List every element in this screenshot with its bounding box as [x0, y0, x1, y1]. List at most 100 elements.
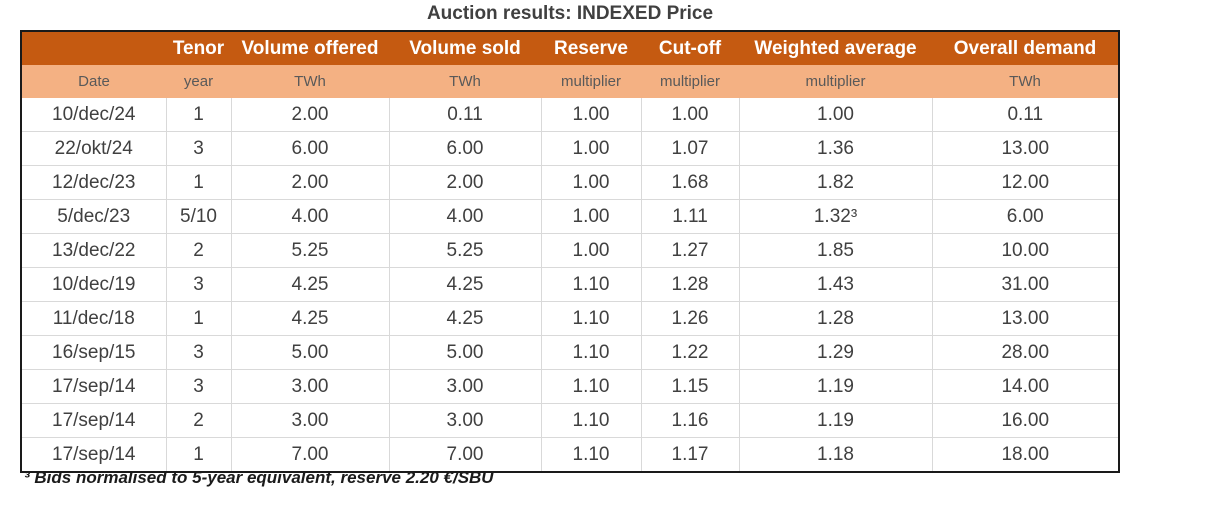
table-cell: 12.00 — [931, 165, 1119, 200]
table-cell: 4.00 — [388, 199, 541, 234]
table-cell: 3 — [165, 267, 231, 302]
table-cell: 16.00 — [931, 403, 1119, 438]
table-cell: 1.10 — [540, 335, 641, 370]
table-row: 22/okt/24 3 6.00 6.00 1.00 1.07 1.36 13.00 — [21, 131, 1119, 166]
table-cell: 1.00 — [540, 233, 641, 268]
table-cell: 2.00 — [230, 165, 389, 200]
table-title: Auction results: INDEXED Price — [426, 3, 714, 24]
unit-header: year — [166, 65, 231, 98]
table-cell: 3 — [165, 131, 231, 166]
table-cell: 1 — [165, 437, 231, 472]
table-cell: 6.00 — [388, 131, 541, 166]
table-cell: 1.18 — [738, 437, 932, 472]
table-row: 17/sep/14 3 3.00 3.00 1.10 1.15 1.19 14.00 — [21, 369, 1119, 404]
table-cell: 1.15 — [640, 369, 739, 404]
table-cell: 13.00 — [931, 301, 1119, 336]
header-row: Tenor Volume offered Volume sold Reserve… — [21, 31, 1119, 65]
table-row: 11/dec/18 1 4.25 4.25 1.10 1.26 1.28 13.00 — [21, 301, 1119, 336]
table-cell: 3.00 — [388, 403, 541, 438]
table-cell: 2 — [165, 233, 231, 268]
table-cell: 1.10 — [540, 369, 641, 404]
table-cell: 5/10 — [165, 199, 231, 234]
table-row: 10/dec/19 3 4.25 4.25 1.10 1.28 1.43 31.00 — [21, 267, 1119, 302]
table-cell: 1.32³ — [738, 199, 932, 234]
table-cell: 4.25 — [388, 267, 541, 302]
table-cell: 18.00 — [931, 437, 1119, 472]
table-cell: 1.28 — [640, 267, 739, 302]
table-cell: 6.00 — [230, 131, 389, 166]
table-cell: 14.00 — [931, 369, 1119, 404]
table-cell: 1.27 — [640, 233, 739, 268]
table-row: 16/sep/15 3 5.00 5.00 1.10 1.22 1.29 28.00 — [21, 335, 1119, 370]
unit-header: multiplier — [641, 65, 739, 98]
table-cell: 2.00 — [230, 98, 389, 132]
unit-header: TWh — [231, 65, 389, 98]
table-cell: 11/dec/18 — [21, 301, 166, 336]
unit-header: TWh — [932, 65, 1119, 98]
column-header: Cut-off — [641, 31, 739, 65]
table-cell: 31.00 — [931, 267, 1119, 302]
table-cell: 7.00 — [388, 437, 541, 472]
table-cell: 3 — [165, 335, 231, 370]
table-cell: 3.00 — [230, 403, 389, 438]
table-cell: 1.19 — [738, 403, 932, 438]
table-cell: 1.10 — [540, 267, 641, 302]
table-cell: 1.00 — [640, 98, 739, 132]
auction-results-table: Tenor Volume offered Volume sold Reserve… — [20, 30, 1120, 473]
table-cell: 0.11 — [388, 98, 541, 132]
table-cell: 10.00 — [931, 233, 1119, 268]
table-cell: 1.29 — [738, 335, 932, 370]
table-cell: 5.00 — [230, 335, 389, 370]
table-cell: 4.00 — [230, 199, 389, 234]
units-row: Date year TWh TWh multiplier multiplier … — [21, 65, 1119, 98]
table-row: 17/sep/14 1 7.00 7.00 1.10 1.17 1.18 18.00 — [21, 437, 1119, 472]
table-cell: 12/dec/23 — [21, 165, 166, 200]
table-cell: 1.10 — [540, 301, 641, 336]
table-cell: 1.68 — [640, 165, 739, 200]
table-cell: 1.28 — [738, 301, 932, 336]
table-cell: 13/dec/22 — [21, 233, 166, 268]
table-cell: 4.25 — [230, 301, 389, 336]
table-cell: 1.00 — [540, 98, 641, 132]
table-cell: 1.00 — [540, 131, 641, 166]
column-header — [21, 31, 166, 65]
table-cell: 17/sep/14 — [21, 403, 166, 438]
table-cell: 6.00 — [931, 199, 1119, 234]
table-cell: 3.00 — [230, 369, 389, 404]
table-cell: 1.82 — [738, 165, 932, 200]
table-row: 5/dec/23 5/10 4.00 4.00 1.00 1.11 1.32³ 6.00 — [21, 199, 1119, 234]
table-cell: 4.25 — [230, 267, 389, 302]
table-row: 13/dec/22 2 5.25 5.25 1.00 1.27 1.85 10.00 — [21, 233, 1119, 268]
table-cell: 10/dec/24 — [21, 98, 166, 132]
table-cell: 28.00 — [931, 335, 1119, 370]
column-header: Tenor — [166, 31, 231, 65]
unit-header: Date — [21, 65, 166, 98]
table-cell: 1 — [165, 301, 231, 336]
table-cell: 16/sep/15 — [21, 335, 166, 370]
table-cell: 5/dec/23 — [21, 199, 166, 234]
table-cell: 17/sep/14 — [52, 443, 136, 465]
table-cell: 0.11 — [931, 98, 1119, 132]
table-cell: 1.10 — [540, 437, 641, 472]
table-cell: 1.10 — [540, 403, 641, 438]
table-cell: 4.25 — [388, 301, 541, 336]
column-header: Overall demand — [932, 31, 1119, 65]
table-cell: 1.26 — [640, 301, 739, 336]
table-row: 12/dec/23 1 2.00 2.00 1.00 1.68 1.82 12.00 — [21, 165, 1119, 200]
unit-header: TWh — [389, 65, 541, 98]
table-cell: 1 — [165, 165, 231, 200]
unit-header: multiplier — [739, 65, 932, 98]
table-cell: 1.16 — [640, 403, 739, 438]
table-cell: 1.36 — [738, 131, 932, 166]
table-cell: 3.00 — [388, 369, 541, 404]
column-header: Volume sold — [389, 31, 541, 65]
table-cell: 10/dec/19 — [21, 267, 166, 302]
footnote: ³ Bids normalised to 5-year equivalent, … — [24, 468, 494, 487]
table-cell: 17/sep/14 — [21, 369, 166, 404]
table-cell: 5.00 — [388, 335, 541, 370]
table-cell: 1.07 — [640, 131, 739, 166]
table-cell: 1.22 — [640, 335, 739, 370]
table-cell: 5.25 — [388, 233, 541, 268]
column-header: Volume offered — [231, 31, 389, 65]
table-cell: 1.85 — [738, 233, 932, 268]
